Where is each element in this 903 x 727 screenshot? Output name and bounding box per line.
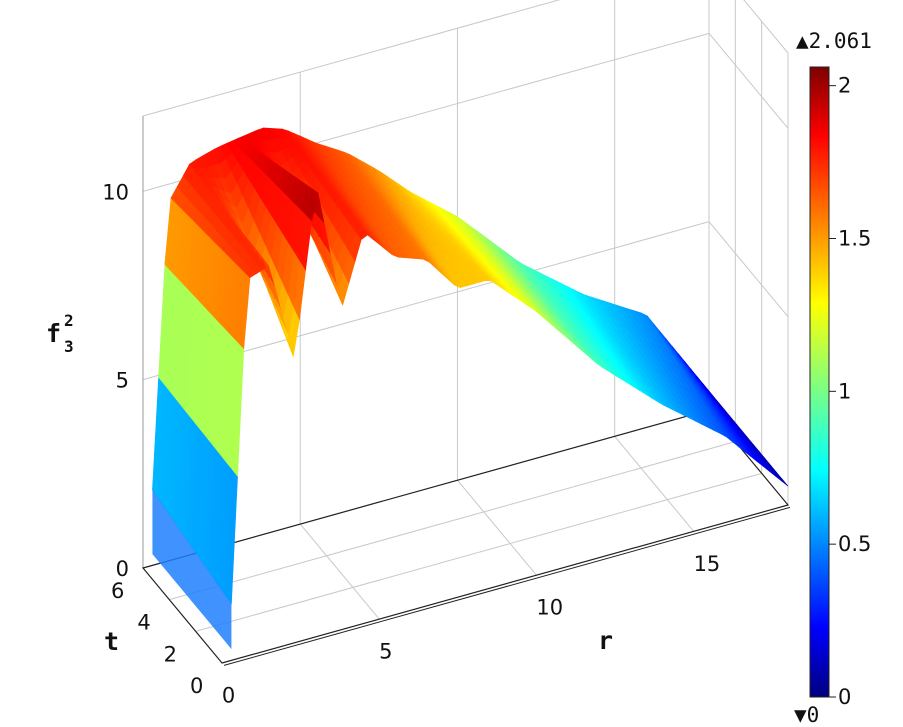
z-axis-label-superscript: 2: [64, 311, 74, 330]
colorbar-max-label: ▲2.061: [796, 29, 872, 53]
z-axis-label-subscript: 3: [64, 337, 74, 356]
x-axis-label: r: [598, 626, 613, 655]
y-tick-label: 2: [164, 642, 177, 666]
colorbar-gradient: [809, 66, 830, 698]
y-tick-label: 4: [137, 611, 150, 635]
colorbar: 0 0.5 1 1.5 2 ▲2.061 ▼0: [794, 29, 872, 727]
surface-edge: [152, 490, 232, 650]
surface-patch: [775, 474, 789, 487]
grid-line: [169, 441, 736, 601]
floor-outline: [141, 409, 790, 664]
grid-line: [614, 436, 695, 532]
colorbar-tick-label: 0.5: [838, 532, 871, 556]
grid-line: [299, 523, 380, 620]
grid-line: [457, 479, 537, 576]
axis-box: [141, 409, 791, 666]
grid-line: [708, 221, 789, 317]
floor-edge: [223, 506, 791, 666]
x-tick-label: 5: [379, 640, 392, 664]
z-axis-label-main: f: [46, 319, 61, 348]
grid-line: [142, 0, 561, 117]
colorbar-tick-label: 0: [838, 685, 851, 709]
x-tick-label: 10: [536, 596, 563, 620]
colorbar-tick-label: 1: [838, 379, 851, 403]
z-tick-label: 10: [102, 180, 129, 204]
y-tick-label: 0: [190, 674, 203, 698]
y-tick-label: 6: [111, 579, 124, 603]
colorbar-tick-label: 1.5: [838, 226, 871, 250]
colorbar-min-label: ▼0: [794, 703, 819, 727]
colorbar-tick-label: 2: [838, 74, 851, 98]
z-axis-label: f 3 2: [46, 311, 74, 356]
colorbar-ticks: 0 0.5 1 1.5 2: [829, 74, 871, 709]
z-tick-label: 5: [116, 369, 129, 393]
z-tick-label: 0: [116, 557, 129, 581]
grid-line: [708, 33, 789, 129]
grid-line: [195, 472, 762, 632]
y-axis-label: t: [104, 627, 119, 656]
x-tick-label: 0: [222, 684, 235, 708]
grid-line: [743, 0, 789, 54]
surface-mesh: [152, 127, 789, 650]
x-tick-label: 15: [694, 552, 721, 576]
